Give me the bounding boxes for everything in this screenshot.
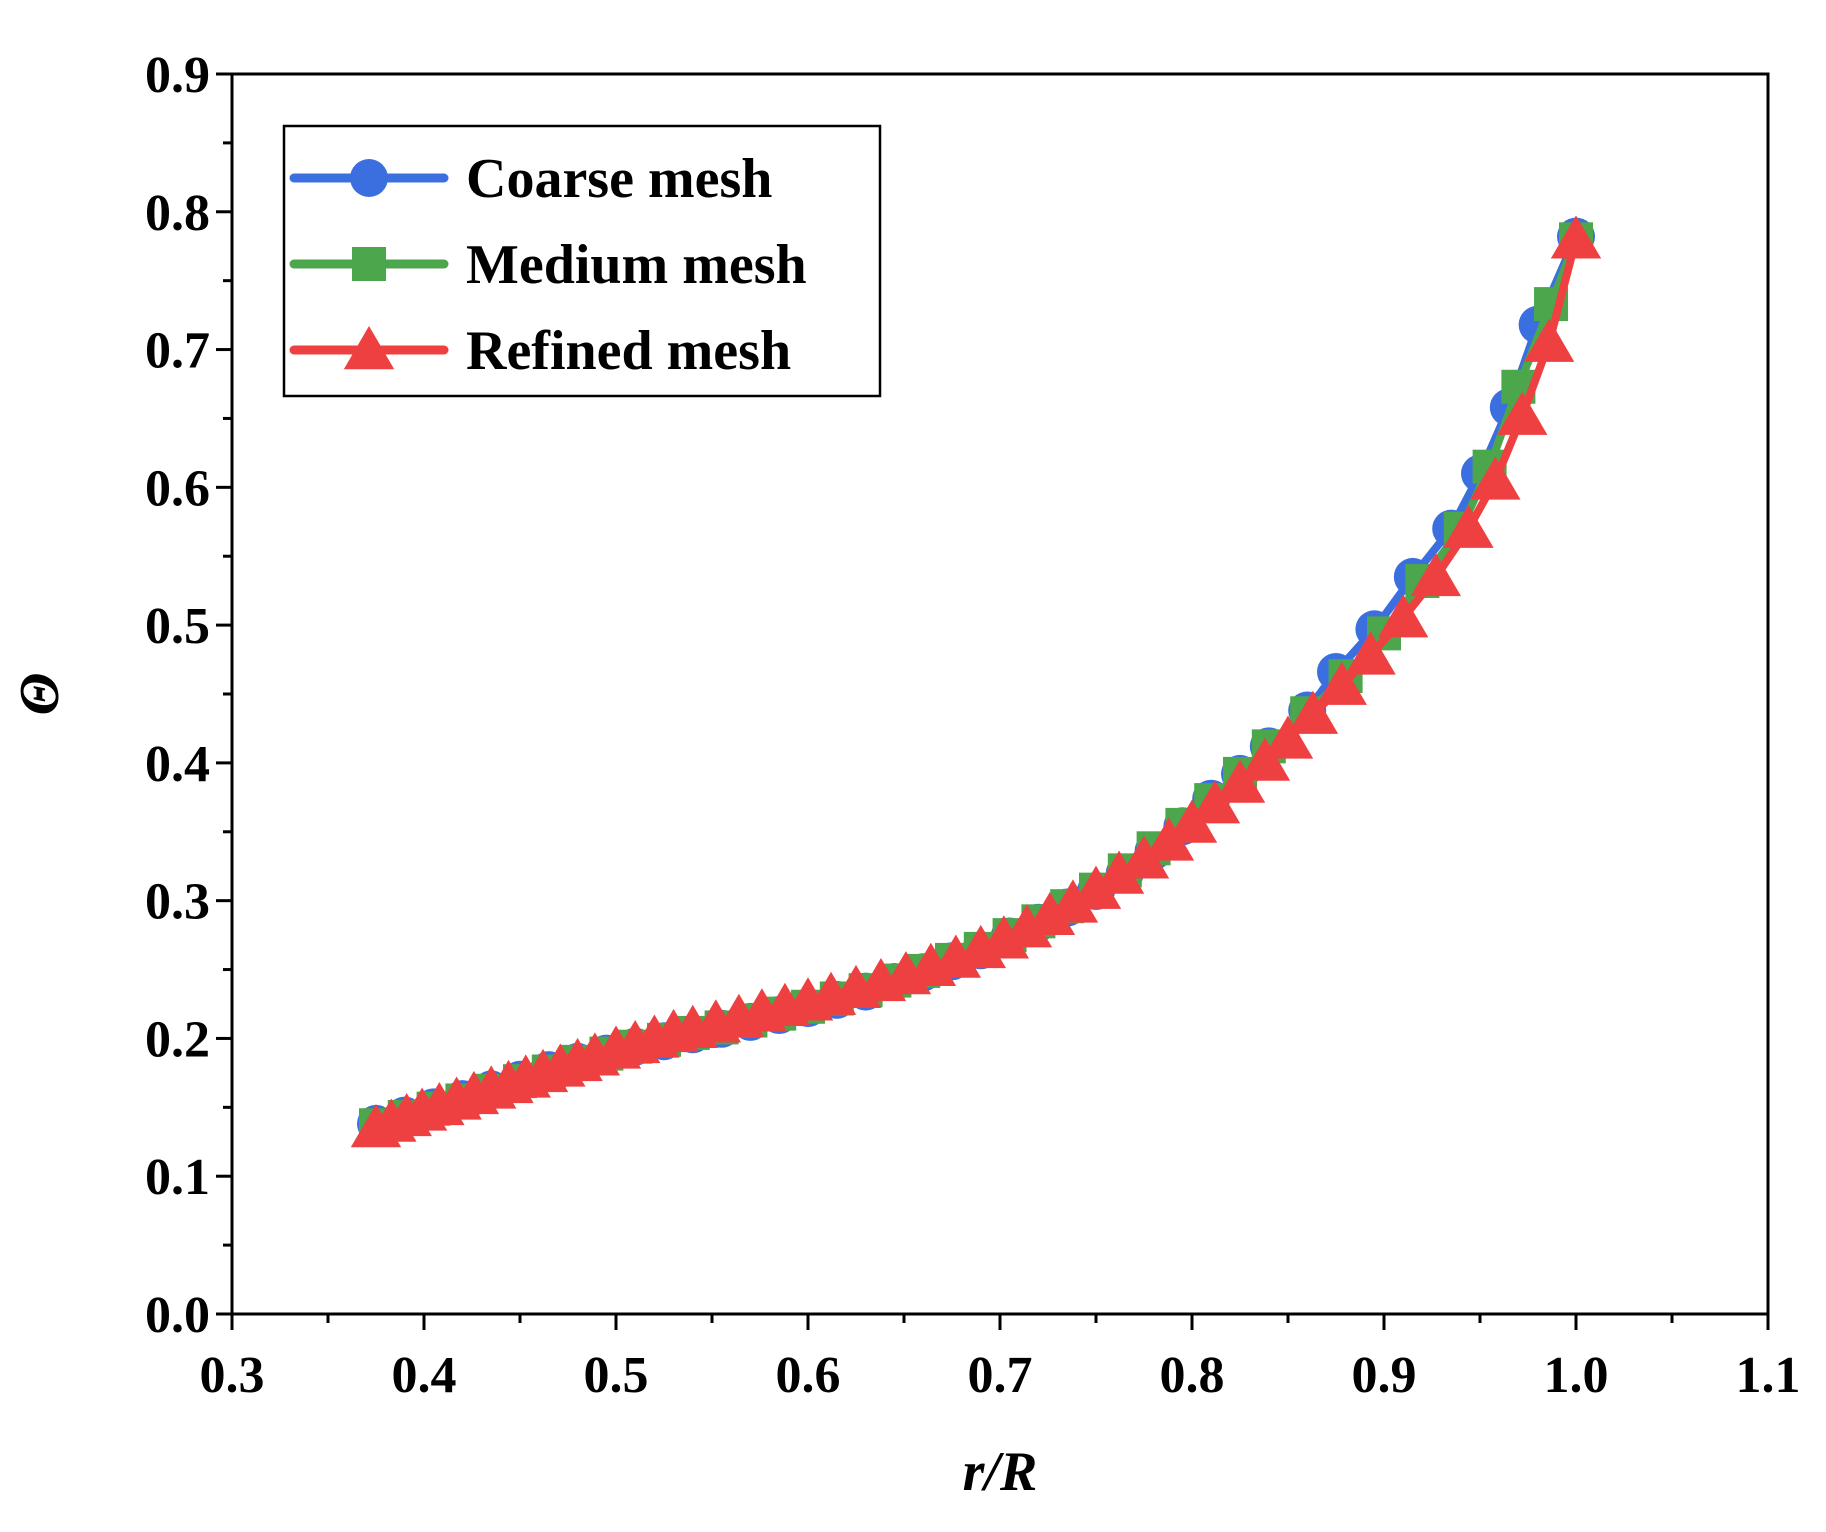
legend-marker-circle (350, 159, 388, 197)
x-tick-label: 1.0 (1544, 1347, 1609, 1404)
y-tick-label: 0.6 (145, 460, 210, 517)
x-tick-label: 1.1 (1736, 1347, 1801, 1404)
data-point-triangle (1443, 504, 1494, 548)
data-point-triangle (1189, 780, 1241, 824)
x-tick-label: 0.9 (1352, 1347, 1417, 1404)
data-point-triangle (1070, 865, 1122, 909)
data-point-triangle (1470, 456, 1521, 500)
data-point-triangle (1550, 215, 1602, 259)
data-point-triangle (1093, 850, 1145, 894)
x-axis-title: r/R (963, 1441, 1038, 1503)
y-tick-label: 0.3 (145, 874, 210, 931)
y-tick-label: 0.2 (145, 1011, 210, 1068)
legend-label: Coarse mesh (466, 148, 772, 210)
y-tick-label: 0.7 (145, 323, 210, 380)
x-tick-label: 0.7 (968, 1347, 1033, 1404)
x-tick-label: 0.6 (776, 1347, 841, 1404)
x-tick-label: 0.5 (584, 1347, 649, 1404)
y-tick-label: 0.0 (145, 1287, 210, 1344)
legend-label: Medium mesh (466, 234, 807, 296)
data-point-triangle (1345, 631, 1396, 675)
x-tick-label: 0.8 (1160, 1347, 1225, 1404)
y-tick-label: 0.5 (145, 598, 210, 655)
data-point-triangle (1001, 904, 1053, 948)
data-point-triangle (978, 915, 1030, 959)
data-point-triangle (1523, 318, 1575, 362)
data-point-triangle (1047, 879, 1099, 923)
legend-marker-triangle (343, 326, 395, 370)
data-point-triangle (1410, 552, 1462, 597)
data-point-triangle (1287, 690, 1339, 734)
x-tick-label: 0.4 (392, 1347, 457, 1404)
tick-labels: 0.3 0.4 0.5 0.6 0.7 0.8 0.9 1.0 1.1 0.0 0.1 0.2 0.3 0… (145, 47, 1801, 1404)
series-triangle (350, 215, 1602, 1148)
data-point-triangle (1497, 391, 1548, 435)
y-tick-label: 0.9 (145, 47, 210, 104)
data-point-triangle (1024, 891, 1076, 936)
legend-label: Refined mesh (466, 320, 791, 382)
data-point-triangle (1262, 715, 1314, 759)
data-point-triangle (1239, 737, 1291, 781)
data-point-triangle (1118, 835, 1170, 879)
data-point-triangle (1214, 759, 1266, 803)
data-point-triangle (1378, 594, 1429, 638)
legend-marker-square (352, 247, 386, 281)
legend: Coarse mesh Medium mesh Refined mesh (282, 124, 882, 398)
x-tick-label: 0.3 (200, 1347, 265, 1404)
series-layer (350, 215, 1602, 1148)
data-point-triangle (1316, 661, 1367, 705)
plot-frame (230, 72, 1770, 1316)
y-tick-label: 0.1 (145, 1149, 210, 1206)
y-axis-title: Θ (9, 673, 71, 716)
y-tick-label: 0.8 (145, 185, 210, 242)
y-tick-label: 0.4 (145, 736, 210, 793)
